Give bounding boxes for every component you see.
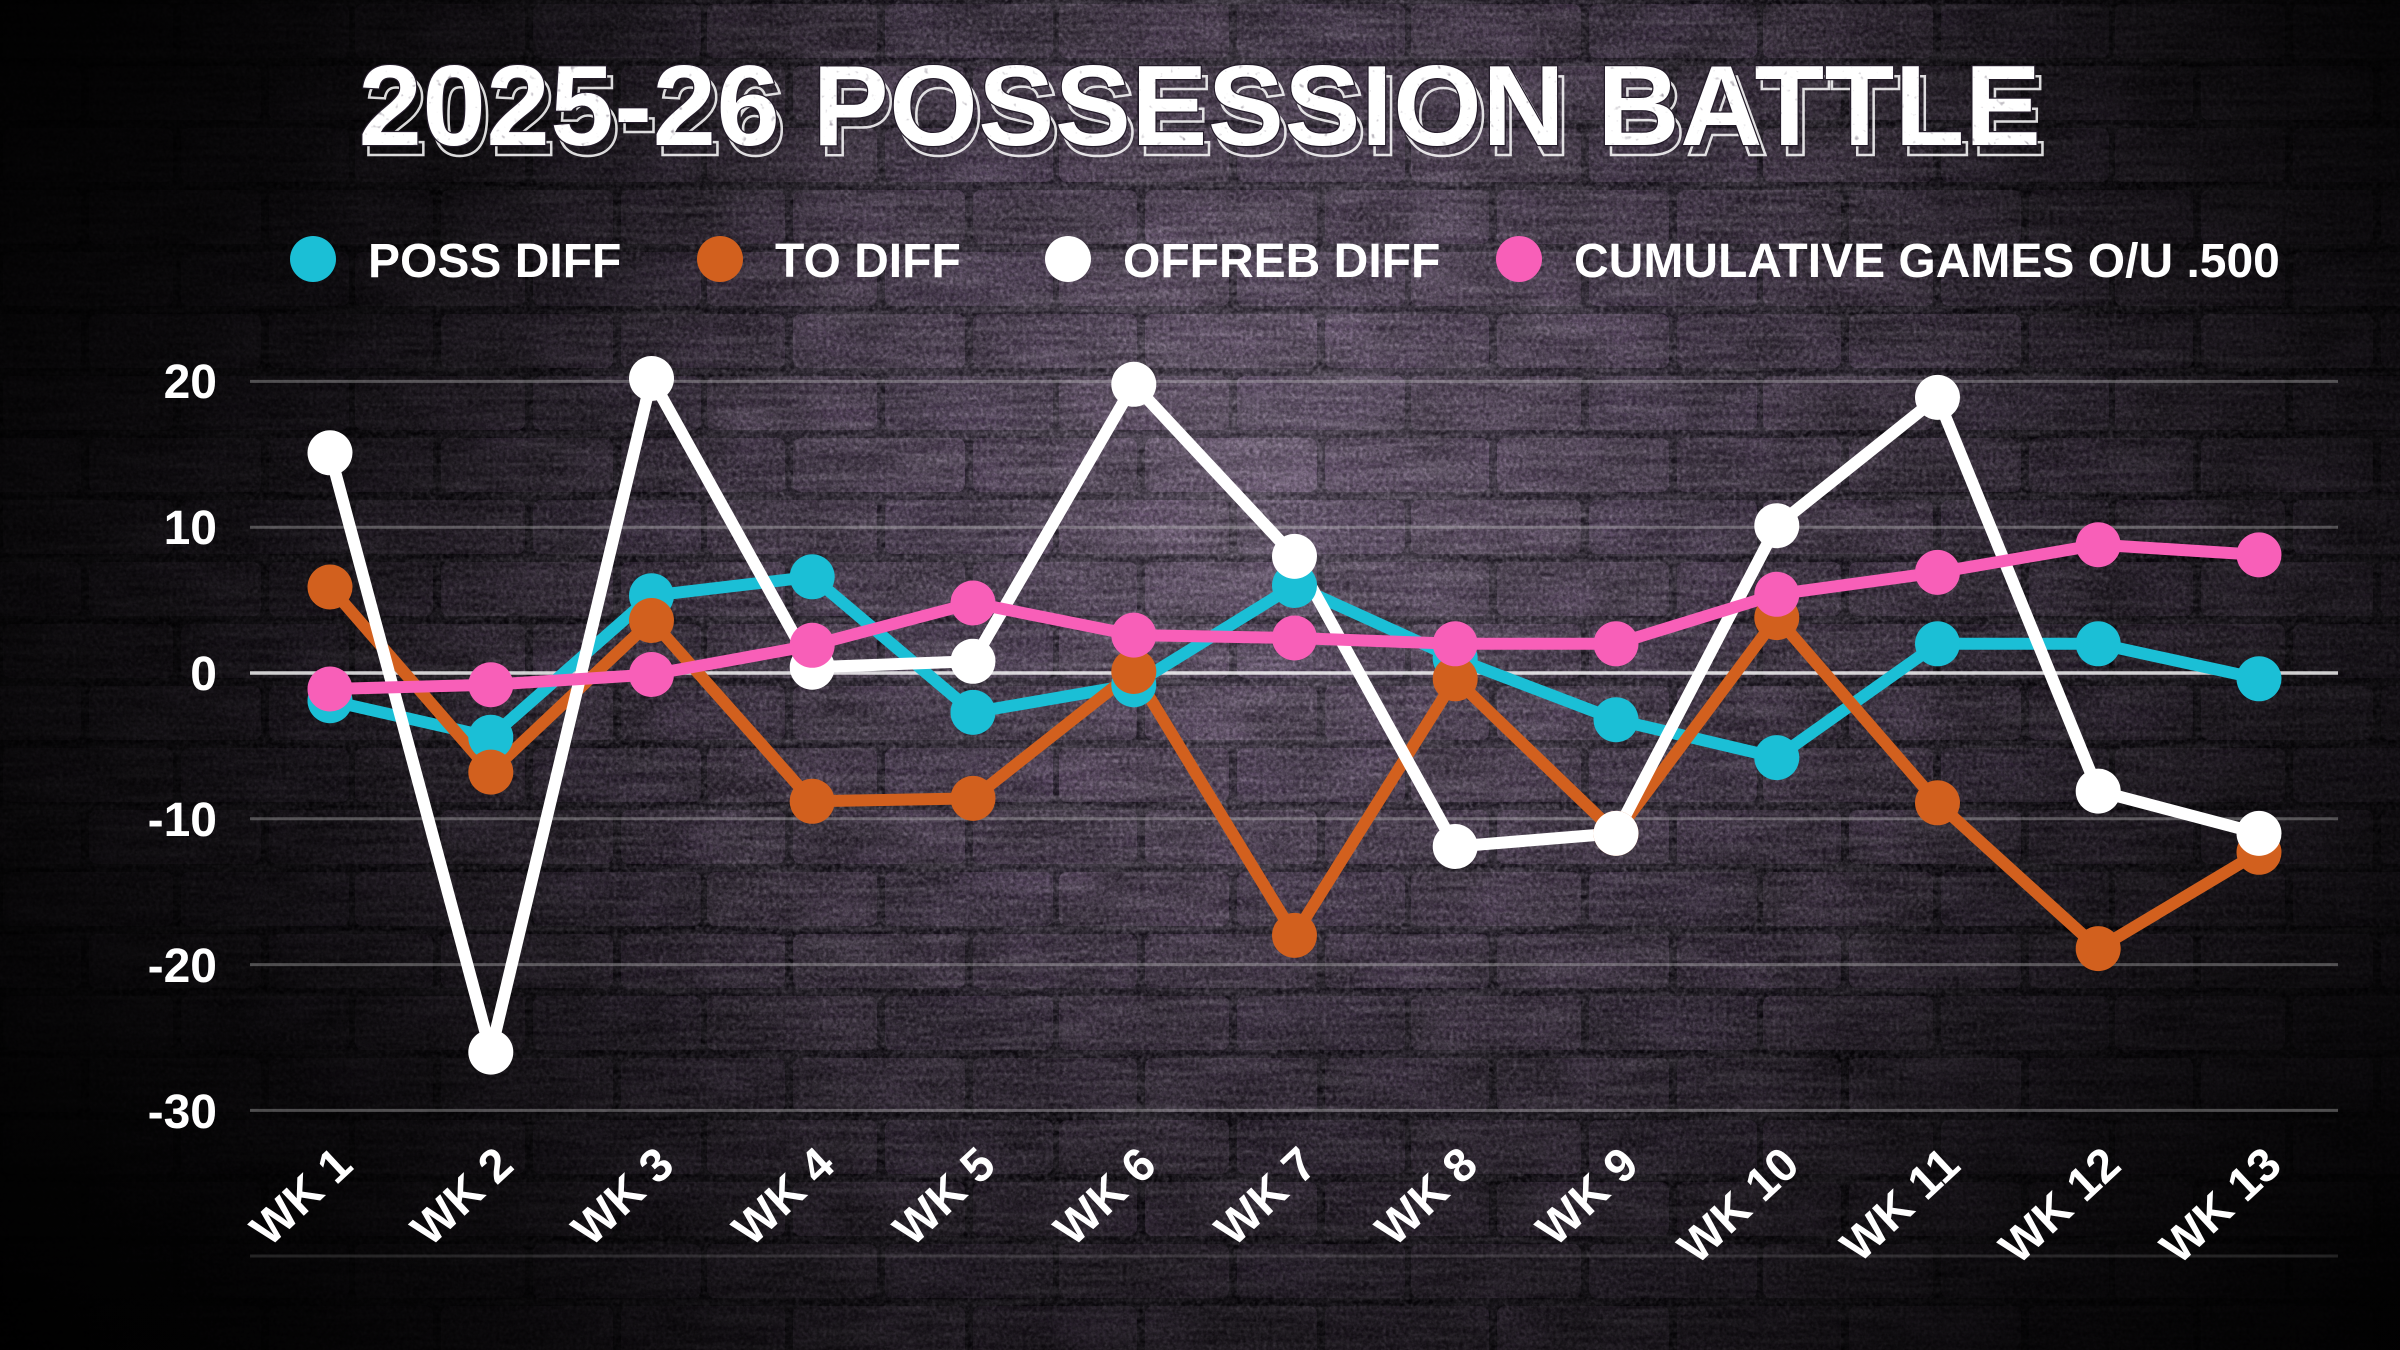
- svg-text:0: 0: [190, 648, 217, 701]
- svg-text:POSS DIFF: POSS DIFF: [368, 235, 621, 288]
- svg-text:10: 10: [164, 502, 217, 555]
- svg-text:OFFREB DIFF: OFFREB DIFF: [1123, 235, 1440, 288]
- svg-text:TO DIFF: TO DIFF: [775, 235, 961, 288]
- svg-text:CUMULATIVE GAMES O/U .500: CUMULATIVE GAMES O/U .500: [1574, 235, 2280, 288]
- svg-text:-20: -20: [148, 940, 217, 993]
- svg-text:-30: -30: [148, 1086, 217, 1139]
- svg-text:20: 20: [164, 356, 217, 409]
- svg-text:-10: -10: [148, 794, 217, 847]
